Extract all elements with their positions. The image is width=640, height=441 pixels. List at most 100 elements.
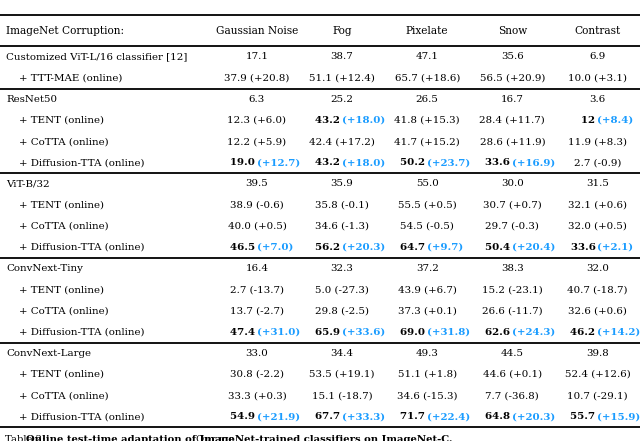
Text: 38.9 (-0.6): 38.9 (-0.6) xyxy=(230,201,284,209)
Text: 49.3: 49.3 xyxy=(416,349,438,358)
Text: 64.8: 64.8 xyxy=(485,412,512,421)
Text: 34.6 (-1.3): 34.6 (-1.3) xyxy=(315,222,369,231)
Text: 10.0 (+3.1): 10.0 (+3.1) xyxy=(568,74,627,82)
Text: 44.6 (+0.1): 44.6 (+0.1) xyxy=(483,370,542,379)
Text: 51.1 (+12.4): 51.1 (+12.4) xyxy=(309,74,375,82)
Text: 54.5 (-0.5): 54.5 (-0.5) xyxy=(400,222,454,231)
Text: 47.1: 47.1 xyxy=(416,52,438,61)
Text: 28.6 (+11.9): 28.6 (+11.9) xyxy=(479,137,545,146)
Text: 3.6: 3.6 xyxy=(589,95,605,104)
Text: Gaussian Noise: Gaussian Noise xyxy=(216,26,298,36)
Text: 12.2 (+5.9): 12.2 (+5.9) xyxy=(227,137,287,146)
Text: (+20.3): (+20.3) xyxy=(342,243,385,252)
Text: 54.9: 54.9 xyxy=(230,412,257,421)
Text: 37.9 (+20.8): 37.9 (+20.8) xyxy=(224,74,290,82)
Text: 33.3 (+0.3): 33.3 (+0.3) xyxy=(228,391,286,400)
Text: 55.5 (+0.5): 55.5 (+0.5) xyxy=(398,201,456,209)
Text: 10.7 (-29.1): 10.7 (-29.1) xyxy=(567,391,628,400)
Text: 12.3 (+6.0): 12.3 (+6.0) xyxy=(227,116,287,125)
Text: 55.0: 55.0 xyxy=(416,179,438,188)
Text: 32.1 (+0.6): 32.1 (+0.6) xyxy=(568,201,627,209)
Text: 30.8 (-2.2): 30.8 (-2.2) xyxy=(230,370,284,379)
Text: 41.8 (+15.3): 41.8 (+15.3) xyxy=(394,116,460,125)
Text: 26.6 (-11.7): 26.6 (-11.7) xyxy=(482,306,543,315)
Text: ResNet50: ResNet50 xyxy=(6,95,58,104)
Text: 65.9: 65.9 xyxy=(315,328,342,336)
Text: 46.5: 46.5 xyxy=(230,243,257,252)
Text: (+24.3): (+24.3) xyxy=(512,328,556,336)
Text: (+18.0): (+18.0) xyxy=(342,158,385,167)
Text: 28.4 (+11.7): 28.4 (+11.7) xyxy=(479,116,545,125)
Text: 34.6 (-15.3): 34.6 (-15.3) xyxy=(397,391,458,400)
Text: 71.7: 71.7 xyxy=(400,412,428,421)
Text: (+23.7): (+23.7) xyxy=(428,158,470,167)
Text: 43.2: 43.2 xyxy=(316,116,342,125)
Text: + TENT (online): + TENT (online) xyxy=(19,201,104,209)
Text: 5.0 (-27.3): 5.0 (-27.3) xyxy=(315,285,369,294)
Text: Online test-time adaptation of ImageNet-trained classifiers on ImageNet-C.: Online test-time adaptation of ImageNet-… xyxy=(26,435,452,441)
Text: 62.6: 62.6 xyxy=(485,328,512,336)
Text: (+33.3): (+33.3) xyxy=(342,412,385,421)
Text: 65.7 (+18.6): 65.7 (+18.6) xyxy=(394,74,460,82)
Text: ConvNext-Tiny: ConvNext-Tiny xyxy=(6,264,83,273)
Text: (+12.7): (+12.7) xyxy=(257,158,300,167)
Text: 7.7 (-36.8): 7.7 (-36.8) xyxy=(486,391,539,400)
Text: 41.7 (+15.2): 41.7 (+15.2) xyxy=(394,137,460,146)
Text: 26.5: 26.5 xyxy=(416,95,438,104)
Text: 56.2: 56.2 xyxy=(315,243,342,252)
Text: 37.2: 37.2 xyxy=(416,264,438,273)
Text: 16.7: 16.7 xyxy=(501,95,524,104)
Text: + TTT-MAE (online): + TTT-MAE (online) xyxy=(19,74,123,82)
Text: + CoTTA (online): + CoTTA (online) xyxy=(19,222,109,231)
Text: 32.6 (+0.6): 32.6 (+0.6) xyxy=(568,306,627,315)
Text: 16.4: 16.4 xyxy=(246,264,268,273)
Text: (+31.8): (+31.8) xyxy=(428,328,470,336)
Text: 35.8 (-0.1): 35.8 (-0.1) xyxy=(315,201,369,209)
Text: 69.0: 69.0 xyxy=(400,328,428,336)
Text: + Diffusion-TTA (online): + Diffusion-TTA (online) xyxy=(19,328,145,336)
Text: 35.6: 35.6 xyxy=(501,52,524,61)
Text: 6.3: 6.3 xyxy=(249,95,265,104)
Text: 35.9: 35.9 xyxy=(331,179,353,188)
Text: 40.7 (-18.7): 40.7 (-18.7) xyxy=(567,285,628,294)
Text: + Diffusion-TTA (online): + Diffusion-TTA (online) xyxy=(19,243,145,252)
Text: (+8.4): (+8.4) xyxy=(598,116,634,125)
Text: 6.9: 6.9 xyxy=(589,52,605,61)
Text: 25.2: 25.2 xyxy=(331,95,353,104)
Text: (+33.6): (+33.6) xyxy=(342,328,385,336)
Text: 56.5 (+20.9): 56.5 (+20.9) xyxy=(479,74,545,82)
Text: 32.3: 32.3 xyxy=(331,264,353,273)
Text: 51.1 (+1.8): 51.1 (+1.8) xyxy=(397,370,457,379)
Text: 47.4: 47.4 xyxy=(230,328,257,336)
Text: ImageNet Corruption:: ImageNet Corruption: xyxy=(6,26,125,36)
Text: 43.2: 43.2 xyxy=(316,158,342,167)
Text: + CoTTA (online): + CoTTA (online) xyxy=(19,137,109,146)
Text: (+15.9): (+15.9) xyxy=(598,412,640,421)
Text: (+14.2): (+14.2) xyxy=(598,328,640,336)
Text: 32.0: 32.0 xyxy=(586,264,609,273)
Text: Customized ViT-L/16 classifier [12]: Customized ViT-L/16 classifier [12] xyxy=(6,52,188,61)
Text: 50.4: 50.4 xyxy=(485,243,512,252)
Text: 52.4 (+12.6): 52.4 (+12.6) xyxy=(564,370,630,379)
Text: 33.6: 33.6 xyxy=(486,158,512,167)
Text: Pixelate: Pixelate xyxy=(406,26,449,36)
Text: 38.7: 38.7 xyxy=(331,52,353,61)
Text: 53.5 (+19.1): 53.5 (+19.1) xyxy=(309,370,375,379)
Text: 15.1 (-18.7): 15.1 (-18.7) xyxy=(312,391,372,400)
Text: + CoTTA (online): + CoTTA (online) xyxy=(19,306,109,315)
Text: 42.4 (+17.2): 42.4 (+17.2) xyxy=(309,137,375,146)
Text: 13.7 (-2.7): 13.7 (-2.7) xyxy=(230,306,284,315)
Text: + TENT (online): + TENT (online) xyxy=(19,116,104,125)
Text: (+22.4): (+22.4) xyxy=(428,412,470,421)
Text: 55.7: 55.7 xyxy=(570,412,598,421)
Text: 29.8 (-2.5): 29.8 (-2.5) xyxy=(315,306,369,315)
Text: Fog: Fog xyxy=(332,26,352,36)
Text: 64.7: 64.7 xyxy=(400,243,428,252)
Text: (+18.0): (+18.0) xyxy=(342,116,385,125)
Text: 46.2: 46.2 xyxy=(570,328,598,336)
Text: 50.2: 50.2 xyxy=(400,158,428,167)
Text: 32.0 (+0.5): 32.0 (+0.5) xyxy=(568,222,627,231)
Text: 30.7 (+0.7): 30.7 (+0.7) xyxy=(483,201,541,209)
Text: + Diffusion-TTA (online): + Diffusion-TTA (online) xyxy=(19,412,145,421)
Text: + TENT (online): + TENT (online) xyxy=(19,370,104,379)
